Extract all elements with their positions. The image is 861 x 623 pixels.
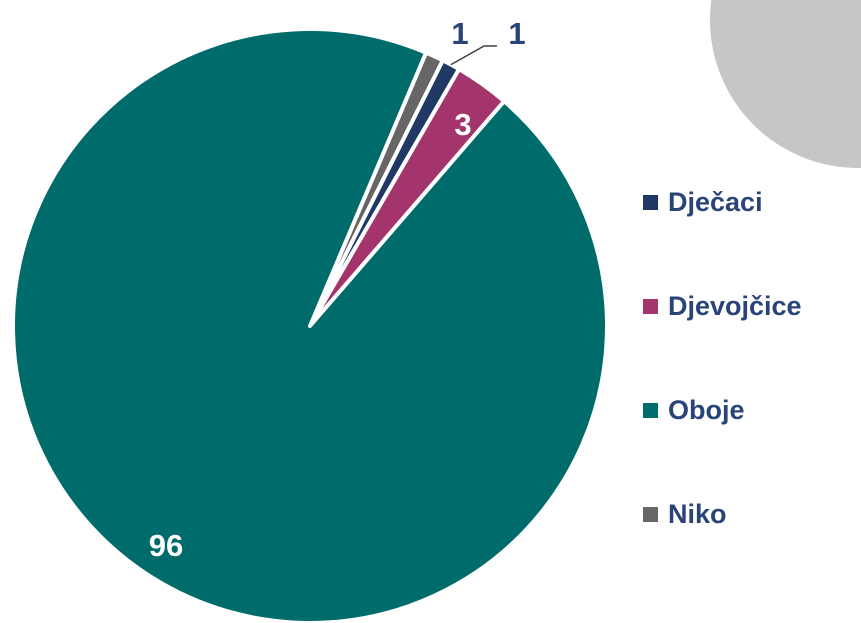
data-label-djevojcice: 3 <box>454 107 471 142</box>
data-label-djecaci: 1 <box>508 16 525 51</box>
pie-slices <box>11 27 609 623</box>
legend-item-djevojcice[interactable]: Djevojčice <box>643 282 858 330</box>
data-label-oboje: 96 <box>149 528 183 563</box>
legend-item-niko[interactable]: Niko <box>643 490 858 538</box>
legend-swatch <box>643 402 658 418</box>
data-label-niko: 1 <box>451 16 468 51</box>
legend-label: Niko <box>668 498 727 529</box>
decorative-circle <box>710 0 861 168</box>
legend-swatch <box>643 194 658 210</box>
legend-swatch <box>643 298 658 314</box>
legend-item-oboje[interactable]: Oboje <box>643 386 858 434</box>
legend-item-djecaci[interactable]: Dječaci <box>643 178 858 226</box>
legend-label: Djevojčice <box>668 290 802 321</box>
legend-label: Dječaci <box>668 186 763 217</box>
legend-swatch <box>643 506 658 522</box>
leader-line <box>450 45 497 66</box>
pie-labels: 1 1 3 96 <box>149 16 526 563</box>
legend-label: Oboje <box>668 394 745 425</box>
pie-slice-oboje[interactable] <box>11 27 609 623</box>
legend: Dječaci Djevojčice Oboje Niko <box>643 178 858 594</box>
